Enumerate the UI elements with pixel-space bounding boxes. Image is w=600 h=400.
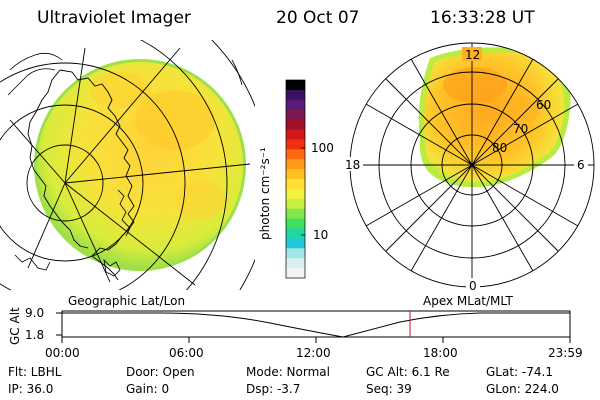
- y-tick-label: 1.8: [25, 328, 45, 342]
- timeline-plot: [56, 310, 571, 343]
- coastline: [59, 69, 135, 281]
- status-dsp: Dsp: -3.7: [246, 382, 301, 396]
- latitude-circle: [140, 40, 228, 290]
- mlt-spokes: [350, 43, 594, 287]
- latitude-circle: [0, 104, 144, 262]
- emission-patch: [443, 67, 507, 103]
- mlt-label-midnight: 0: [469, 279, 477, 293]
- colorbar-segment: [286, 129, 305, 140]
- apex-caption: Apex MLat/MLT: [423, 294, 513, 308]
- coastline: [14, 254, 51, 271]
- label-bg: [343, 157, 363, 171]
- colorbar-segment: [286, 179, 305, 190]
- colorbar-segment: [286, 258, 305, 269]
- longitude-lines: [9, 47, 251, 286]
- mlt-label-dusk: 18: [345, 158, 361, 172]
- coastline: [7, 68, 56, 96]
- mlt-label-noon: 12: [465, 48, 481, 62]
- latitude-circle: [26, 144, 104, 222]
- observation-time: 16:33:28 UT: [430, 8, 535, 28]
- mlat-label-80: 80: [492, 141, 508, 155]
- label-bg: [574, 157, 588, 171]
- longitude-line: [64, 47, 86, 184]
- emission-patch: [90, 72, 150, 108]
- status-seq: Seq: 39: [366, 382, 412, 396]
- instrument-title: Ultraviolet Imager: [37, 8, 191, 28]
- coastline: [9, 52, 63, 71]
- emission-patch: [500, 96, 540, 124]
- status-gcalt: GC Alt: 6.1 Re: [366, 365, 450, 379]
- polar-map: [343, 42, 595, 292]
- colorbar-segment: [286, 99, 305, 111]
- longitude-line: [64, 182, 196, 286]
- colorbar-segment: [286, 218, 305, 230]
- label-bg: [466, 278, 480, 292]
- latitude-circle: [0, 62, 186, 290]
- colorbar-segment: [286, 208, 305, 220]
- colorbar-segment: [286, 80, 305, 91]
- colorbar-segment: [286, 159, 305, 170]
- colorbar: [286, 80, 305, 279]
- colorbar-segment: [286, 109, 305, 121]
- y-tick-label: 9.0: [25, 306, 45, 320]
- x-tick-label: 18:00: [423, 346, 458, 360]
- emission-patch: [135, 90, 215, 150]
- colorbar-segment: [286, 169, 305, 180]
- colorbar-segment: [286, 188, 305, 200]
- observation-date: 20 Oct 07: [276, 8, 360, 28]
- colorbar-segment: [286, 268, 305, 279]
- label-bg: [462, 47, 482, 61]
- status-flt: Flt: LBHL: [8, 365, 62, 379]
- coastline: [27, 69, 89, 249]
- longitude-line: [64, 163, 251, 184]
- colorbar-segment: [286, 238, 305, 249]
- x-tick-label: 12:00: [296, 346, 331, 360]
- latitude-circles: [0, 40, 255, 290]
- longitude-line: [27, 182, 66, 269]
- status-mode: Mode: Normal: [246, 365, 330, 379]
- colorbar-segment: [286, 89, 305, 101]
- colorbar-segment: [286, 228, 305, 239]
- geographic-map: [0, 40, 255, 290]
- mlat-label-60: 60: [536, 98, 552, 112]
- timeline-frame: [61, 310, 571, 338]
- geographic-caption: Geographic Lat/Lon: [68, 294, 186, 308]
- mlat-label-70: 70: [513, 122, 529, 136]
- x-tick-label: 23:59: [548, 346, 583, 360]
- status-glon: GLon: 224.0: [486, 382, 559, 396]
- coastline: [231, 59, 243, 86]
- status-door: Door: Open: [126, 365, 195, 379]
- colorbar-frame: [285, 79, 306, 279]
- longitude-line: [9, 119, 66, 184]
- colorbar-segment: [286, 198, 305, 210]
- mlt-label-dawn: 6: [577, 158, 585, 172]
- colorbar-unit-label: photon cm⁻²s⁻¹: [258, 147, 272, 240]
- mlt-spoke: [365, 103, 579, 227]
- coastline: [103, 258, 121, 277]
- longitude-line: [64, 47, 181, 184]
- emission-patch: [175, 180, 225, 220]
- colorbar-tick-label: 100: [311, 141, 334, 155]
- status-ip: IP: 36.0: [8, 382, 54, 396]
- x-tick-label: 00:00: [45, 346, 80, 360]
- colorbar-segment: [286, 149, 305, 160]
- x-tick-label: 06:00: [169, 346, 204, 360]
- longitude-line: [64, 182, 111, 283]
- colorbar-tick-label: 10: [313, 228, 329, 242]
- altitude-curve: [62, 312, 570, 338]
- status-glat: GLat: -74.1: [486, 365, 553, 379]
- colorbar-segment: [286, 248, 305, 259]
- colorbar-segment: [286, 119, 305, 131]
- colorbar-segment: [286, 139, 305, 150]
- coastline: [117, 189, 131, 237]
- status-gain: Gain: 0: [126, 382, 170, 396]
- timeline-axis-label: GC Alt: [8, 307, 22, 345]
